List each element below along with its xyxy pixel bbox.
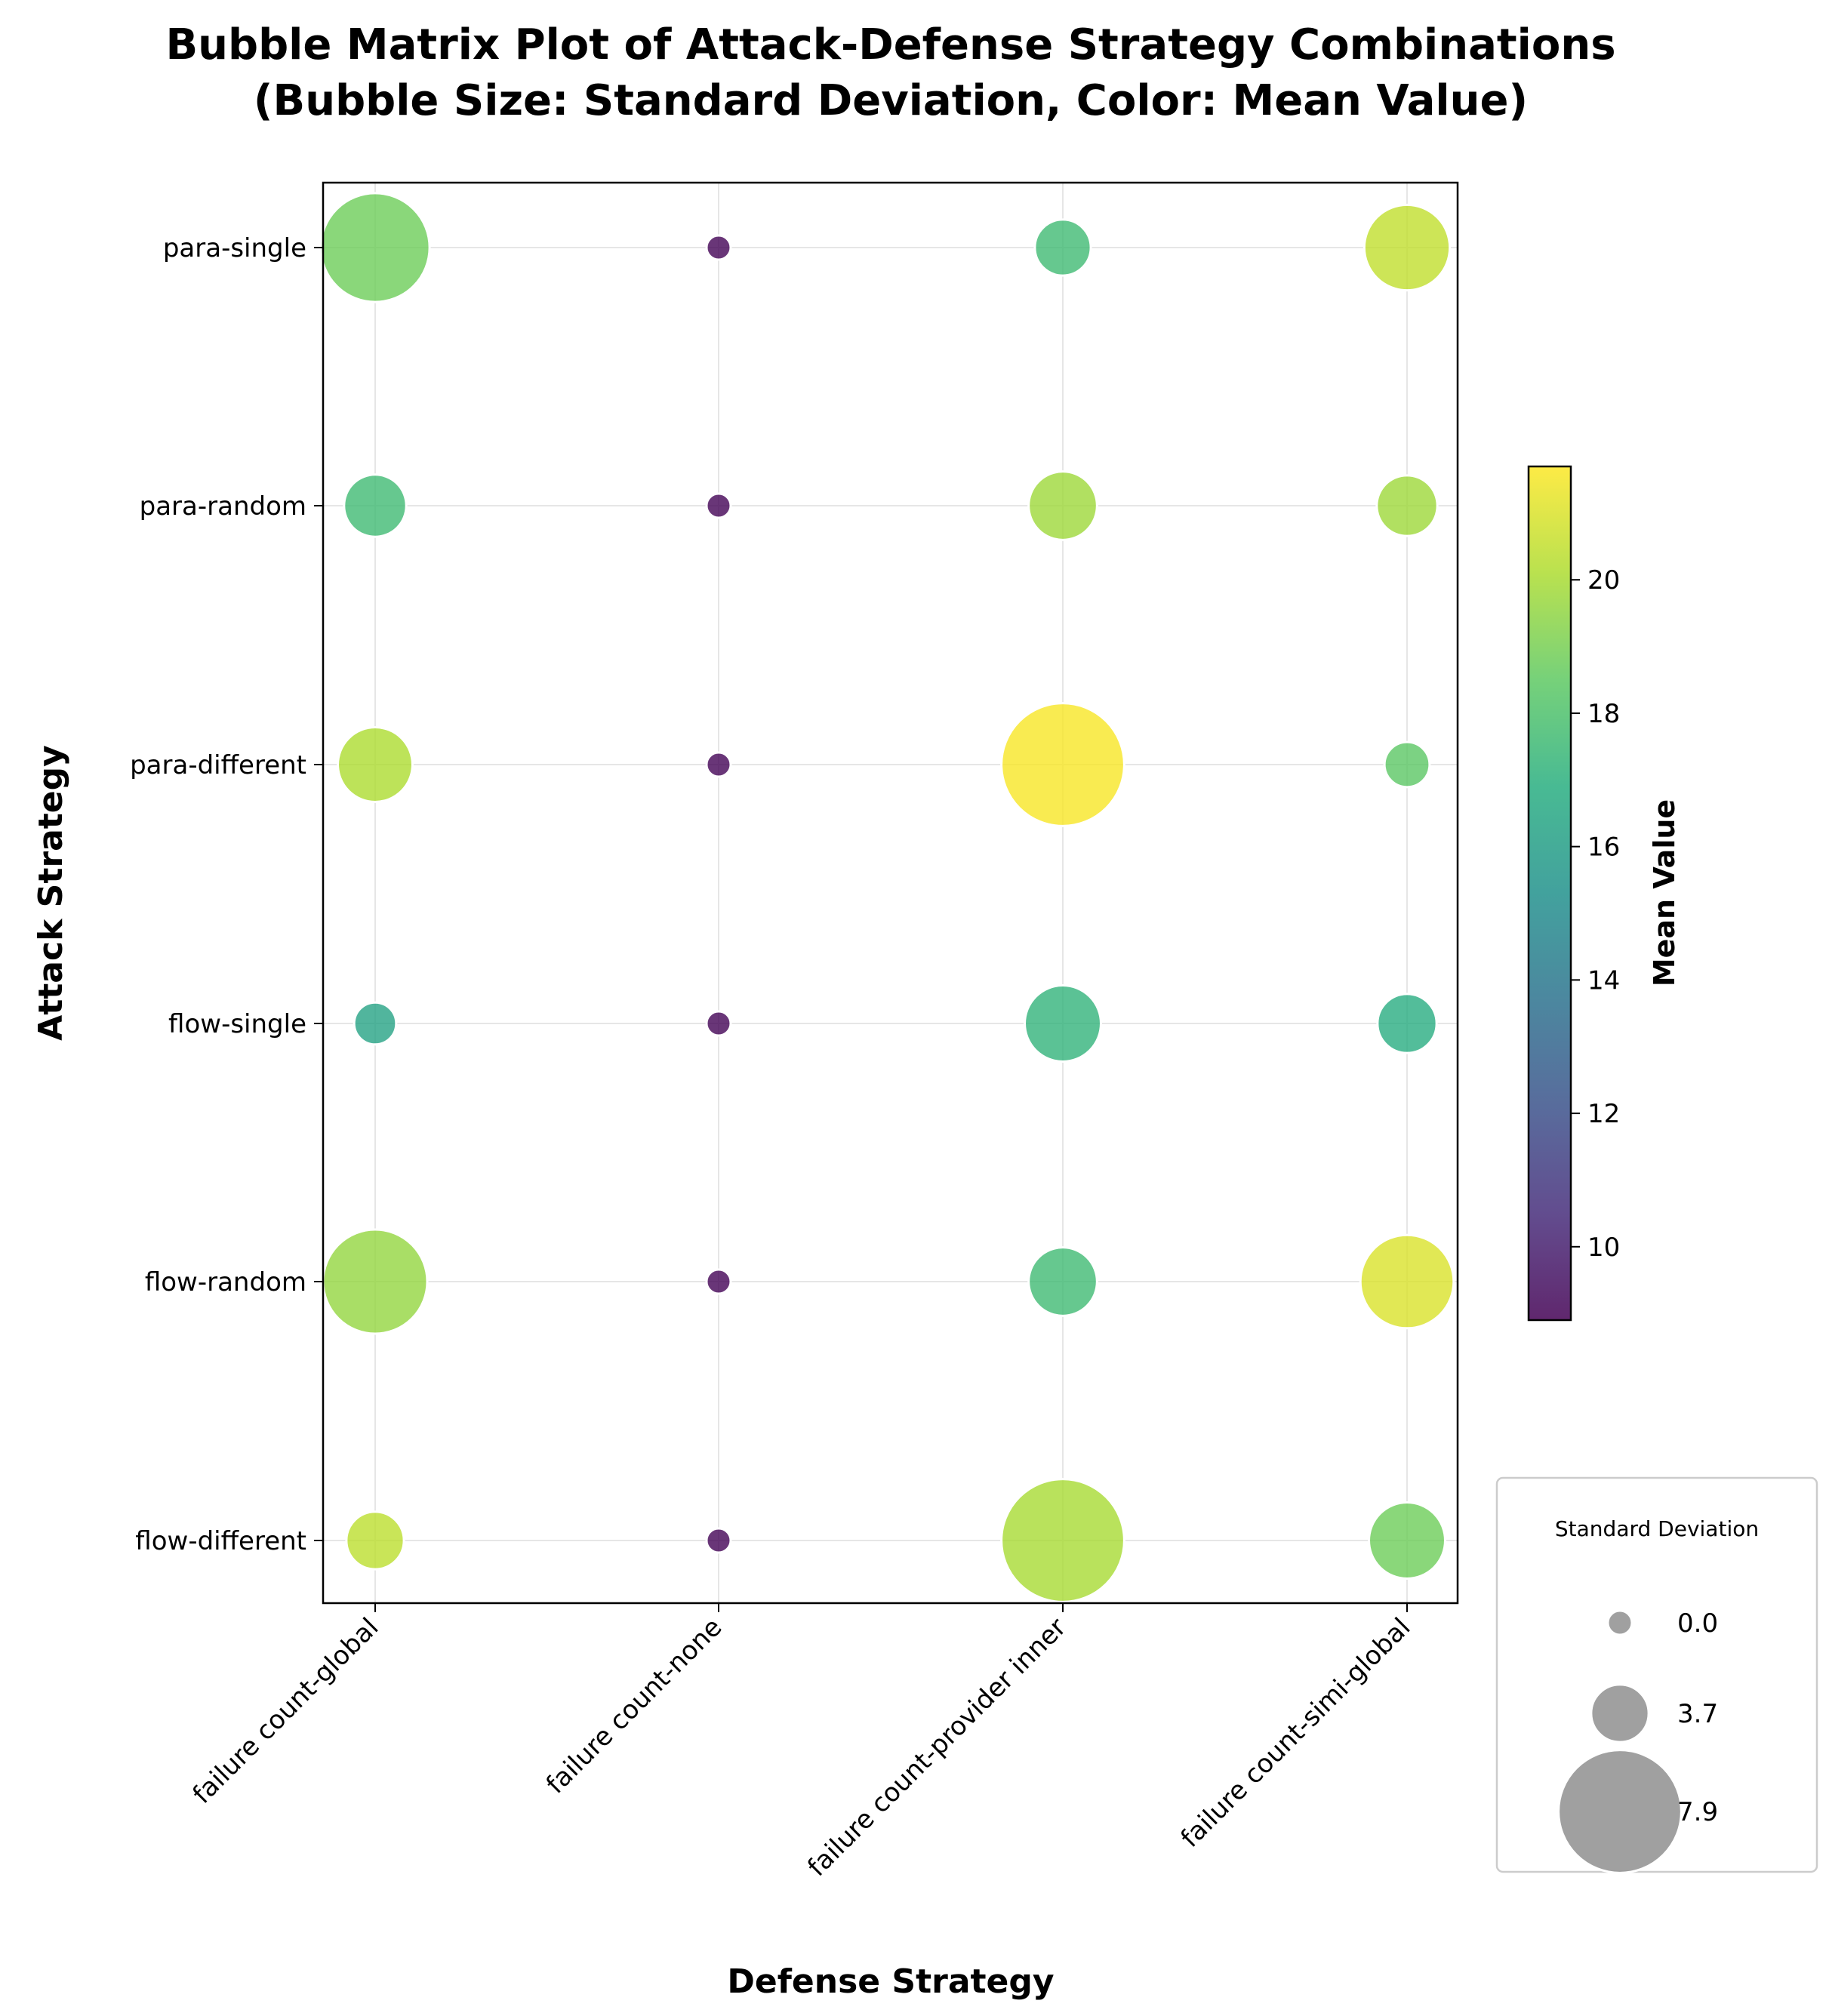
bubble-layer: [319, 192, 1455, 1603]
size-legend-marker: [1590, 1683, 1650, 1744]
size-legend-marker: [1606, 1609, 1633, 1636]
colorbar-frame: [1527, 465, 1572, 1322]
colorbar-gradient: [1529, 466, 1571, 1320]
x-axis-label: Defense Strategy: [727, 1962, 1054, 2001]
bubble-point: [705, 492, 732, 519]
bubble-point: [705, 1010, 732, 1037]
colorbar-label: Mean Value: [1648, 799, 1681, 986]
bubble-point: [705, 234, 732, 261]
size-legend-entries: 0.0 3.7 7.9: [1557, 1608, 1718, 1874]
colorbar-tick-label: 20: [1587, 565, 1620, 596]
bubble-point: [705, 1527, 732, 1554]
bubble-point: [337, 726, 414, 803]
colorbar-tick-label: 14: [1587, 965, 1620, 996]
size-legend-label: 7.9: [1677, 1797, 1718, 1827]
y-axis-label: Attack Strategy: [32, 745, 70, 1041]
bubble-point: [1375, 474, 1439, 537]
bubble-point: [1383, 740, 1431, 789]
size-legend-title: Standard Deviation: [1555, 1516, 1759, 1541]
bubble-point: [345, 1510, 405, 1571]
chart-title: Bubble Matrix Plot of Attack-Defense Str…: [165, 20, 1615, 125]
bubble-point: [1027, 1246, 1098, 1317]
bubble-point: [1027, 470, 1098, 541]
bubble-point: [322, 1228, 429, 1335]
y-axis-ticks: para-single para-random para-different flow…: [130, 233, 323, 1556]
bubble-point: [1359, 1233, 1455, 1330]
size-legend: Standard Deviation 0.0 3.7 7.9: [1495, 1476, 1818, 1874]
plot-frame: [322, 181, 1459, 1605]
bubble-point: [319, 192, 431, 303]
y-tick-label: para-single: [163, 233, 306, 263]
x-tick-label: failure count-simi-global: [1175, 1612, 1417, 1854]
bubble-point: [1033, 218, 1092, 277]
colorbar-ticks: 10 12 14 16 18 20: [1571, 565, 1620, 1263]
y-tick-label: flow-random: [145, 1267, 306, 1297]
grid: [323, 183, 1458, 1603]
bubble-point: [1000, 1478, 1125, 1603]
chart-title-line-2: (Bubble Size: Standard Deviation, Color:…: [254, 76, 1528, 125]
colorbar-tick-label: 16: [1587, 833, 1620, 863]
bubble-point: [1000, 702, 1125, 827]
chart-title-line-1: Bubble Matrix Plot of Attack-Defense Str…: [165, 20, 1615, 69]
x-tick-label: failure count-provider inner: [802, 1612, 1072, 1882]
size-legend-marker: [1557, 1749, 1683, 1874]
y-tick-label: para-random: [140, 491, 306, 522]
bubble-point: [1363, 203, 1452, 292]
x-axis-ticks: failure count-global failure count-none fa…: [187, 1603, 1417, 1882]
colorbar-tick-label: 10: [1587, 1233, 1620, 1263]
size-legend-label: 3.7: [1677, 1699, 1718, 1729]
y-tick-label: flow-different: [135, 1526, 306, 1556]
bubble-point: [1024, 984, 1102, 1063]
bubble-point: [353, 1001, 398, 1046]
colorbar-tick-label: 18: [1587, 699, 1620, 729]
bubble-point: [705, 751, 732, 778]
bubble-point: [1376, 993, 1438, 1054]
x-tick-label: failure count-global: [187, 1612, 385, 1810]
bubble-point: [1368, 1501, 1446, 1580]
x-tick-label: failure count-none: [540, 1612, 728, 1799]
size-legend-label: 0.0: [1677, 1608, 1718, 1639]
y-tick-label: flow-single: [168, 1009, 306, 1039]
y-tick-label: para-different: [130, 750, 306, 780]
colorbar-tick-label: 12: [1587, 1099, 1620, 1129]
colorbar: 10 12 14 16 18 20 Mean Value: [1527, 465, 1681, 1322]
bubble-point: [343, 473, 408, 538]
bubble-point: [705, 1268, 732, 1295]
